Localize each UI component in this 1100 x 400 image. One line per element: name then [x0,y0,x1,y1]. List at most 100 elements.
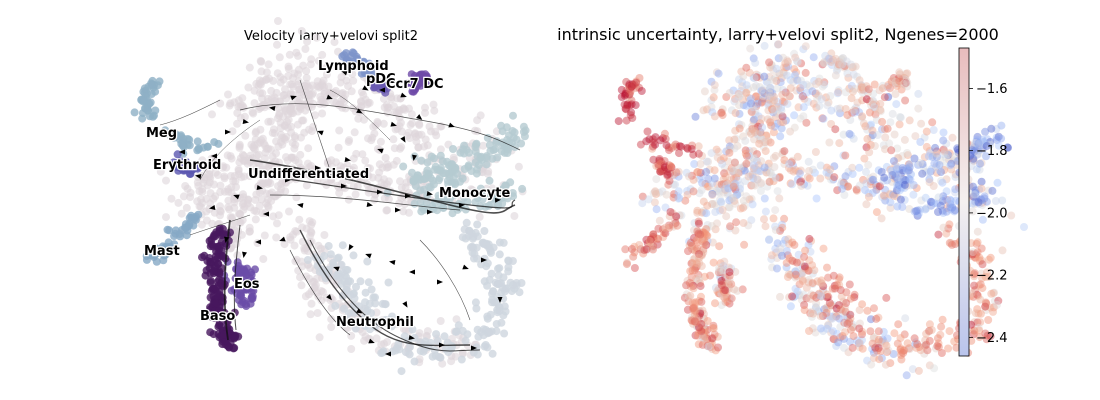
uncertainty-cell-point [715,188,724,197]
uncertainty-cell-point [836,109,844,118]
uncertainty-cell-point [790,240,799,249]
uncertainty-cell-point [771,113,780,122]
uncertainty-cell-point [756,135,764,144]
uncertainty-cell-point [779,53,788,62]
uncertainty-cell-point [851,62,860,71]
uncertainty-cell-point [875,86,884,95]
cell-point [174,160,183,169]
cell-point [240,202,249,211]
velocity-streamline [419,239,471,321]
cell-point [483,259,492,268]
uncertainty-cell-point [707,103,716,111]
uncertainty-cell-point [691,331,700,340]
uncertainty-cell-point [762,168,771,177]
uncertainty-cell-point [725,142,734,151]
uncertainty-cell-point [878,335,887,344]
uncertainty-cell-point [675,142,684,151]
uncertainty-cell-point [853,336,862,345]
uncertainty-cell-point [863,356,872,365]
cell-point [275,109,284,118]
cell-point [380,103,389,112]
uncertainty-cell-point [862,179,871,188]
cell-point [324,242,333,250]
uncertainty-cell-point [939,223,948,232]
uncertainty-cell-point [827,175,836,184]
uncertainty-cell-point [832,280,841,289]
uncertainty-cell-point [735,75,743,84]
uncertainty-cell-point [690,266,699,274]
uncertainty-cell-point [810,76,819,85]
cell-point [251,215,260,224]
cell-point [444,180,453,188]
uncertainty-cell-point [936,201,945,210]
cell-point [274,142,283,151]
cell-point [436,145,445,154]
velocity-arrowhead [379,87,385,93]
uncertainty-cell-point [729,182,738,191]
uncertainty-cell-point [769,153,778,162]
uncertainty-cell-point [730,179,738,188]
velocity-arrowhead [290,95,297,101]
uncertainty-cell-point [793,175,802,184]
cell-point [447,357,456,366]
uncertainty-cell-point [764,106,773,115]
uncertainty-cell-point [925,326,934,335]
uncertainty-cell-point [850,290,859,299]
uncertainty-cell-point [905,160,914,169]
uncertainty-cell-point [688,304,697,313]
uncertainty-cell-point [857,113,866,122]
uncertainty-cell-point [802,88,811,97]
uncertainty-cell-point [744,85,753,94]
uncertainty-cell-point [805,167,813,175]
cell-point [267,86,276,95]
uncertainty-cell-point [820,80,829,89]
uncertainty-cell-point [716,259,725,268]
uncertainty-cell-point [717,279,726,288]
uncertainty-cell-point [903,78,912,87]
uncertainty-cell-point [719,292,728,301]
uncertainty-cell-point [758,87,767,96]
uncertainty-cell-point [975,333,984,342]
cell-point [209,266,218,275]
uncertainty-cell-point [878,125,886,134]
uncertainty-cell-point [795,291,804,300]
uncertainty-cell-point [716,156,725,165]
uncertainty-cell-point [895,186,904,195]
uncertainty-cell-point [884,346,893,355]
uncertainty-cell-point [696,230,705,239]
cell-point [230,171,239,180]
cell-point [377,340,386,349]
uncertainty-cell-point [801,264,810,273]
cell-point [275,53,284,62]
uncertainty-cell-point [699,314,708,323]
uncertainty-cell-point [664,166,673,174]
cell-point [372,334,381,343]
uncertainty-cell-point [892,82,901,91]
uncertainty-cell-point [930,159,939,168]
uncertainty-cell-point [871,110,880,119]
uncertainty-cell-point [929,182,938,190]
velocity-arrowhead [426,191,433,196]
uncertainty-cell-point [776,248,785,257]
uncertainty-cell-point [942,187,951,196]
cell-point [277,130,285,139]
uncertainty-cell-point [697,172,706,181]
uncertainty-cell-point [899,178,908,187]
uncertainty-cell-point [792,68,801,77]
uncertainty-cell-point [832,304,841,313]
uncertainty-cell-point [973,305,982,314]
uncertainty-cell-point [781,88,790,97]
uncertainty-cell-point [888,177,896,186]
uncertainty-cell-point [796,84,805,92]
uncertainty-cell-point [689,319,698,328]
uncertainty-cell-point [883,348,891,356]
uncertainty-cell-point [687,313,696,322]
uncertainty-cell-point [838,177,847,186]
cell-point [322,70,331,79]
uncertainty-cell-point [664,143,673,152]
uncertainty-cell-point [788,238,797,247]
uncertainty-cell-point [696,309,705,318]
uncertainty-cell-point [849,332,858,341]
cell-point [473,220,482,229]
uncertainty-cell-point [703,236,712,245]
